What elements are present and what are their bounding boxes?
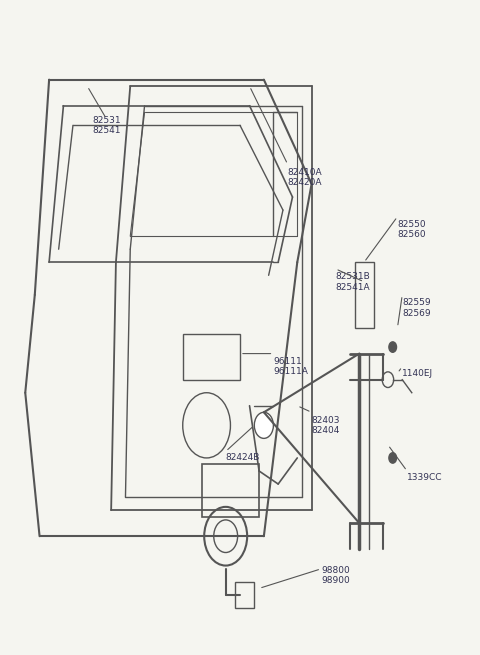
Text: 82403
82404: 82403 82404 [312,416,340,435]
Text: 1339CC: 1339CC [407,473,443,482]
Bar [235,582,254,608]
Bar [183,334,240,380]
Bar [355,262,373,328]
Text: 82531
82541: 82531 82541 [92,116,120,135]
Text: 82559
82569: 82559 82569 [402,298,431,318]
Text: 82550
82560: 82550 82560 [397,220,426,239]
Text: 82410A
82420A: 82410A 82420A [288,168,323,187]
Text: 82531B
82541A: 82531B 82541A [336,272,370,291]
Bar [202,464,259,517]
Text: 98800
98900: 98800 98900 [321,566,350,585]
Circle shape [389,342,396,352]
Circle shape [254,412,274,438]
Text: 82424B: 82424B [226,453,260,462]
Text: 1140EJ: 1140EJ [402,369,433,378]
Circle shape [389,453,396,463]
Text: 96111
96111A: 96111 96111A [274,357,308,377]
